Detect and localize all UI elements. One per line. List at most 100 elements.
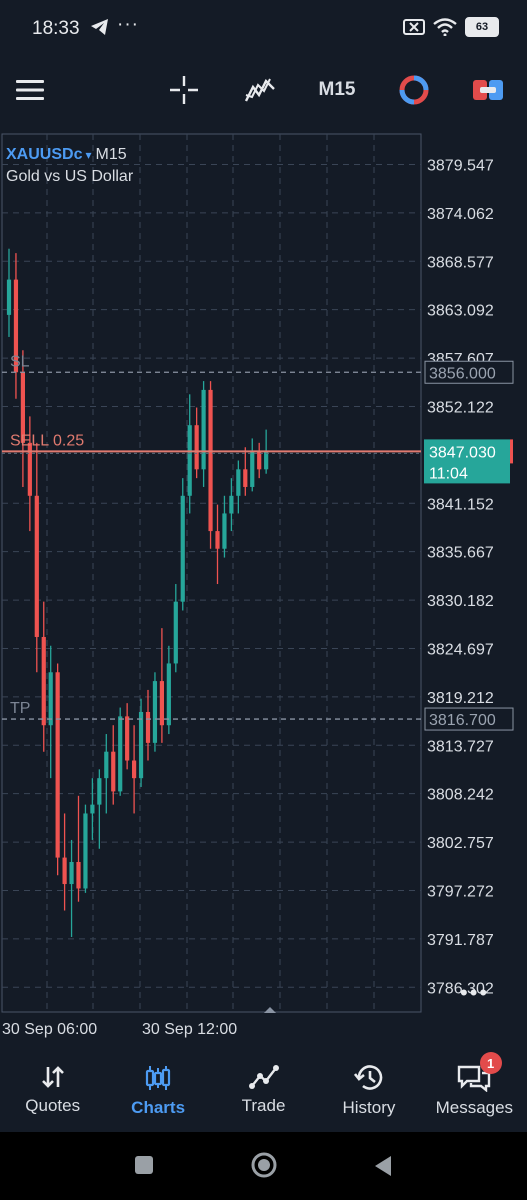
symbol-description: Gold vs US Dollar [6,168,134,185]
chart-shift-marker [264,1007,276,1013]
candle-bear [215,531,220,549]
messages-icon [458,1065,491,1092]
nav-trade-label: Trade [241,1096,286,1115]
candle-bear [55,672,60,858]
candle-bull [173,601,178,664]
price-axis-label: 3868.577 [427,254,494,271]
messages-badge: 1 [479,1052,502,1074]
candle-bear [145,711,151,743]
take-profit-price-box [424,707,514,731]
price-chart[interactable]: 3879.547 3874.062 3868.577 3863.092 3857.607… [0,132,527,1050]
candle-bull [222,513,227,549]
status-time: 18:33 [32,18,80,39]
nav-history-label: History [342,1098,396,1117]
time-axis-label: 30 Sep 12:00 [142,1021,237,1038]
trade-icon [248,1065,279,1089]
system-navigation-bar [0,1132,527,1200]
status-more-dots: ··· [117,14,139,35]
candle-bear [13,279,19,373]
candle-bull [138,711,144,779]
trade-panel-button[interactable] [468,68,508,112]
chart-more-button[interactable]: ••• [460,980,490,1005]
candle-bear [41,636,46,726]
candle-bear [20,372,25,443]
price-axis-label: 3824.697 [427,641,494,658]
candle-bull [6,279,12,315]
battery-icon: 63 [465,17,499,37]
price-axis-label: 3808.242 [427,787,494,804]
symbol-timeframe: M15 [95,146,127,163]
nav-messages-label: Messages [435,1098,514,1117]
candle-bear [159,681,164,726]
stop-loss-price: 3856.000 [429,365,496,382]
price-axis-label: 3863.092 [427,303,494,320]
candle-bull [201,389,206,470]
price-axis-label: 3841.152 [427,496,494,513]
history-icon [353,1065,383,1090]
symbol-dropdown-icon[interactable]: ▾ [85,148,92,162]
one-click-trading-button[interactable] [394,68,434,112]
candle-bull [152,681,158,743]
crosshair-icon [170,76,198,104]
price-axis-label: 3835.667 [427,545,494,562]
symbol-info: XAUUSDc ▾ M15 Gold vs US Dollar [6,146,133,186]
timeframe-label: M15 [318,79,356,100]
telegram-icon [91,19,108,35]
price-axis-label: 3819.212 [427,690,494,707]
ask-marker [510,439,513,464]
candle-bull [48,672,53,726]
nav-quotes[interactable]: Quotes [0,1052,105,1132]
back-icon[interactable] [372,1154,394,1178]
nav-history[interactable]: History [316,1052,421,1132]
nav-charts-label: Charts [131,1098,186,1117]
nav-trade[interactable]: Trade [211,1052,316,1132]
wifi-icon [433,18,457,36]
candle-bull [264,451,269,470]
price-axis-label: 3879.547 [427,157,494,174]
recents-icon[interactable] [133,1154,155,1176]
candle-bear [194,425,199,470]
stop-loss-label: SL [10,353,30,370]
home-icon[interactable] [250,1151,278,1179]
indicators-icon [244,78,275,102]
stop-loss-price-box [424,360,514,384]
candle-bull [90,804,95,814]
candle-bull [236,469,241,496]
candle-bull [118,716,123,792]
current-price-box [424,439,510,484]
current-price: 3847.030 [429,444,496,461]
candle-bear [208,389,213,532]
candle-bull [97,778,102,805]
hamburger-icon [16,80,44,100]
timeframe-button[interactable]: M15 [312,68,362,112]
symbol-name[interactable]: XAUUSDc [6,146,83,163]
price-axis-label: 3830.182 [427,593,494,610]
sim-off-icon [403,19,425,35]
candlestick-chart[interactable]: 3879.5473874.0623868.5773863.0923857.607… [0,132,527,1050]
nav-messages[interactable]: 1 Messages [422,1052,527,1132]
take-profit-price: 3816.700 [429,712,496,729]
candle-bear [34,495,39,637]
candle-bull [166,663,171,726]
price-axis-label: 3797.272 [427,883,494,900]
menu-button[interactable] [10,68,50,112]
candle-bear [27,442,32,496]
sell-position-label: SELL 0.25 [10,432,84,449]
candle-bull [229,495,234,514]
charts-icon [146,1066,171,1090]
status-bar: 18:33 ··· 63 [0,0,527,58]
nav-charts[interactable]: Charts [105,1052,210,1132]
take-profit-label: TP [10,700,30,717]
trade-panel-icon [473,80,503,100]
candle-bear [257,451,262,470]
price-axis-label: 3852.122 [427,399,494,416]
bottom-navigation: Quotes Charts Trade History 1 Me [0,1052,527,1132]
plot-frame [1,133,422,1013]
candle-bull [180,495,185,602]
bar-countdown: 11:04 [429,465,468,482]
crosshair-button[interactable] [164,68,204,112]
candle-bull [250,451,255,487]
candle-bear [111,751,116,792]
price-axis-label: 3786.302 [427,980,494,997]
indicators-button[interactable] [240,68,280,112]
